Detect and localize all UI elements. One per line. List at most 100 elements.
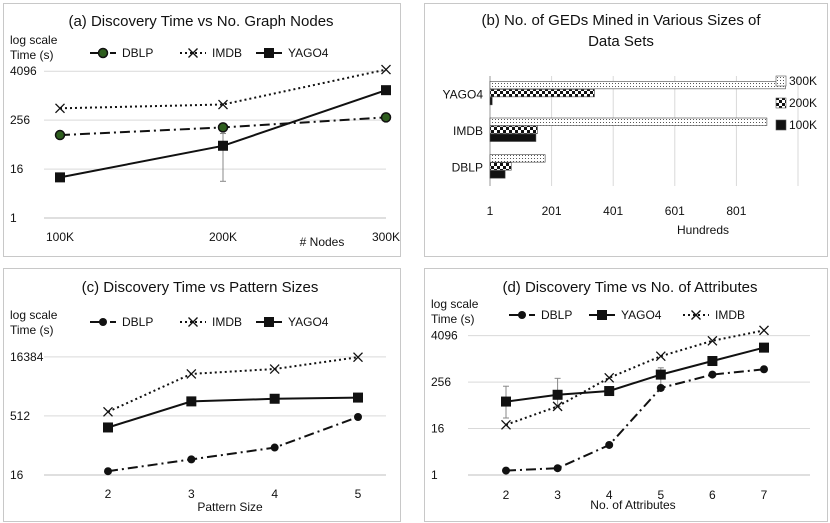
- chart-d-series-yago4-point-3: [655, 369, 666, 380]
- chart-b-xtick-201: 201: [542, 204, 562, 218]
- chart-c-series-yago4-point-3: [353, 392, 363, 403]
- chart-c-series-imdb-point-2-stroke-2: [269, 364, 280, 375]
- chart-a-ytick-256: 256: [10, 113, 30, 127]
- chart-d-xtick-2: 2: [503, 488, 510, 502]
- chart-b-bar-dblp-200k: [489, 162, 512, 171]
- chart-d-series-dblp-point-0: [502, 466, 510, 475]
- chart-b-category-dblp: DBLP: [452, 161, 483, 175]
- chart-c-series-yago4-line: [107, 396, 359, 429]
- chart-c-series-imdb-point-3: [353, 352, 363, 363]
- chart-d-legend-imdb-marker-stroke-2: [691, 310, 701, 320]
- chart-a-series-imdb-point-1-stroke-2: [218, 99, 228, 110]
- chart-c-series-dblp-point-3: [354, 413, 362, 422]
- chart-c-series-imdb-point-3-stroke-2: [353, 352, 363, 363]
- chart-d-series-imdb-point-3: [655, 351, 666, 362]
- chart-a-series-imdb-point-2-stroke-2: [381, 64, 391, 75]
- chart-b-bar-imdb-300k: [489, 117, 768, 126]
- chart-a-xlabel: # Nodes: [300, 235, 345, 249]
- chart-c-series-yago4-point-2: [269, 393, 280, 404]
- chart-b-legend-200k-label: 200K: [789, 96, 817, 110]
- chart-b-legend-100k-label: 100K: [789, 118, 817, 132]
- chart-d-legend-yago4-label: YAGO4: [621, 308, 662, 322]
- chart-a-ylabel-line-0: log scale: [10, 33, 58, 47]
- chart-d-ytick-4096: 4096: [431, 329, 458, 343]
- chart-b-legend-200k-swatch: [775, 97, 787, 109]
- chart-a-series-imdb-point-2: [381, 64, 391, 75]
- chart-d-series-yago4-point-1: [552, 389, 563, 400]
- chart-a-ytick-4096: 4096: [10, 64, 37, 78]
- chart-d-ytick-16: 16: [431, 422, 445, 436]
- chart-c-series-dblp-point-1: [187, 455, 196, 464]
- chart-d-series-dblp-point-1: [553, 464, 562, 473]
- chart-a-legend-dblp-marker: [97, 47, 109, 59]
- chart-d-series-imdb-point-3-stroke-2: [655, 351, 666, 362]
- chart-c-xtick-5: 5: [355, 487, 362, 501]
- chart-b-legend-300k-label: 300K: [789, 74, 817, 88]
- chart-d-series-imdb-point-5: [759, 325, 769, 336]
- chart-d-series-imdb-point-0: [501, 419, 511, 430]
- chart-d-xlabel: No. of Attributes: [590, 498, 675, 512]
- chart-a-legend-dblp-label: DBLP: [122, 46, 153, 60]
- chart-b-bar-yago4-100k: [489, 97, 493, 106]
- chart-a-xtick-100k: 100K: [46, 230, 74, 244]
- chart-a-title: (a) Discovery Time vs No. Graph Nodes: [68, 13, 333, 30]
- chart-b-title-line-1: Data Sets: [588, 33, 654, 50]
- chart-d-legend-imdb-marker: [691, 310, 701, 320]
- chart-c-legend-imdb-marker: [188, 317, 198, 327]
- chart-c-ylabel-line-0: log scale: [10, 308, 58, 322]
- chart-d-series-imdb-point-0-stroke-2: [501, 419, 511, 430]
- chart-c-ytick-16384: 16384: [10, 350, 44, 364]
- chart-a-legend-imdb-label: IMDB: [212, 46, 242, 60]
- chart-a-legend-imdb-marker-stroke-2: [188, 48, 198, 58]
- chart-d-series-imdb-point-2-stroke-2: [604, 372, 615, 383]
- chart-c-ytick-16: 16: [10, 468, 24, 482]
- chart-d-series-imdb-point-1-stroke-2: [552, 401, 563, 412]
- chart-b-xlabel: Hundreds: [677, 223, 729, 237]
- chart-d-xtick-5: 5: [657, 488, 664, 502]
- chart-c-series-dblp-point-0: [104, 467, 112, 476]
- chart-d-series-dblp-point-4: [708, 370, 717, 379]
- chart-a-series-dblp-point-0: [54, 129, 66, 141]
- chart-a-series-yago4-point-1: [218, 140, 228, 151]
- chart-c-legend-dblp-label: DBLP: [122, 315, 153, 329]
- chart-c-series-imdb-line: [107, 356, 359, 413]
- chart-c: (c) Discovery Time vs Pattern Sizes log s…: [10, 279, 386, 514]
- chart-c-xtick-2: 2: [105, 487, 112, 501]
- chart-b-category-yago4: YAGO4: [443, 87, 484, 101]
- chart-d-series-yago4-point-4: [707, 356, 718, 367]
- chart-a-error-bar-0: [220, 133, 226, 182]
- chart-b-xtick-401: 401: [603, 204, 623, 218]
- panel-b: (b) No. of GEDs Mined in Various Sizes o…: [424, 3, 828, 257]
- chart-d-legend-imdb-label: IMDB: [715, 308, 745, 322]
- chart-b-category-imdb: IMDB: [453, 124, 483, 138]
- chart-d-legend-dblp-marker: [518, 311, 526, 319]
- chart-d-series-dblp-point-5: [760, 365, 768, 374]
- chart-d-ylabel-line-0: log scale: [431, 297, 479, 311]
- chart-d-series-yago4-point-0: [501, 396, 511, 407]
- chart-c-series-dblp-point-2: [270, 443, 279, 452]
- chart-d-ylabel-line-1: Time (s): [431, 312, 475, 326]
- chart-c-legend-yago4-marker: [264, 317, 274, 327]
- chart-b-legend-100k-swatch: [775, 119, 787, 131]
- chart-c-xtick-3: 3: [188, 487, 195, 501]
- chart-c-legend-imdb-marker-stroke-2: [188, 317, 198, 327]
- chart-a-series-yago4-point-2: [381, 85, 391, 96]
- chart-b-xtick-1: 1: [487, 204, 494, 218]
- chart-d-series-imdb-point-1: [552, 401, 563, 412]
- chart-c-legend-yago4-label: YAGO4: [288, 315, 329, 329]
- chart-d-legend-yago4-marker: [597, 310, 607, 320]
- chart-d-series-yago4-point-5: [759, 342, 769, 353]
- chart-b-bar-imdb-100k: [489, 133, 537, 142]
- chart-a-legend-imdb-marker: [188, 48, 198, 58]
- chart-d-title: (d) Discovery Time vs No. of Attributes: [502, 279, 757, 296]
- chart-c-series-dblp-line: [107, 416, 359, 473]
- chart-c-ytick-512: 512: [10, 409, 30, 423]
- panel-d: (d) Discovery Time vs No. of Attributes l…: [424, 268, 828, 522]
- chart-a-series-imdb-point-1: [218, 99, 228, 110]
- chart-c-legend-dblp-marker: [99, 318, 107, 326]
- chart-c-series-yago4-point-0: [103, 422, 113, 433]
- chart-d-xtick-4: 4: [606, 488, 613, 502]
- chart-c-series-imdb-point-2: [269, 364, 280, 375]
- chart-c-series-imdb-point-1-stroke-2: [186, 368, 197, 379]
- chart-a: (a) Discovery Time vs No. Graph Nodes log…: [10, 13, 400, 249]
